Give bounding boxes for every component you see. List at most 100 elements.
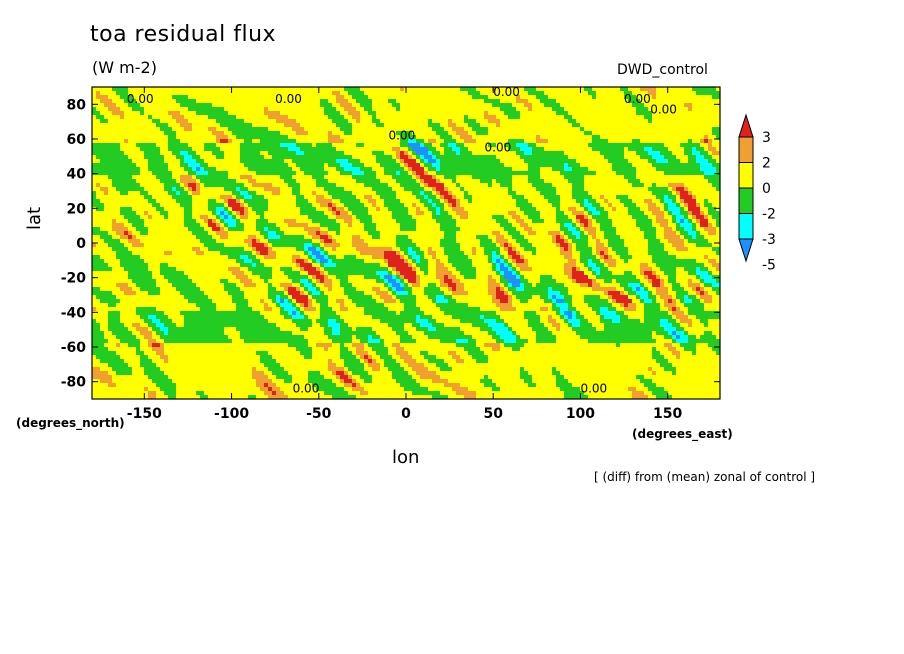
heatmap-cell xyxy=(212,191,217,196)
heatmap-cell xyxy=(108,135,113,140)
heatmap-cell xyxy=(224,187,229,192)
heatmap-cell xyxy=(516,107,521,112)
heatmap-cell xyxy=(464,135,469,140)
heatmap-cell xyxy=(368,99,373,104)
heatmap-cell xyxy=(224,175,229,180)
heatmap-cell xyxy=(488,95,493,100)
heatmap-cell xyxy=(112,151,117,156)
heatmap-cell xyxy=(564,163,569,168)
heatmap-cell xyxy=(372,119,377,124)
heatmap-cell xyxy=(472,159,477,164)
heatmap-cell xyxy=(648,191,653,196)
heatmap-cell xyxy=(648,183,653,188)
heatmap-cell xyxy=(672,143,677,148)
heatmap-cell xyxy=(340,187,345,192)
heatmap-cell xyxy=(160,187,165,192)
heatmap-cell xyxy=(168,127,173,132)
heatmap-cell xyxy=(408,107,413,112)
heatmap-cell xyxy=(152,99,157,104)
heatmap-cell xyxy=(548,151,553,156)
heatmap-cell xyxy=(712,87,717,92)
heatmap-cell xyxy=(408,203,413,208)
heatmap-cell xyxy=(316,171,321,176)
heatmap-cell xyxy=(440,187,445,192)
heatmap-cell xyxy=(348,179,353,184)
heatmap-cell xyxy=(248,103,253,108)
heatmap-cell xyxy=(340,95,345,100)
heatmap-cell xyxy=(460,211,465,216)
heatmap-cell xyxy=(464,195,469,200)
heatmap-cell xyxy=(572,187,577,192)
heatmap-cell xyxy=(504,163,509,168)
heatmap-cell xyxy=(256,123,261,128)
heatmap-cell xyxy=(92,95,97,100)
heatmap-cell xyxy=(372,99,377,104)
heatmap-cell xyxy=(524,171,529,176)
heatmap-cell xyxy=(212,143,217,148)
heatmap-cell xyxy=(612,143,617,148)
heatmap-cell xyxy=(232,123,237,128)
heatmap-cell xyxy=(692,155,697,160)
heatmap-cell xyxy=(488,199,493,204)
heatmap-cell xyxy=(564,123,569,128)
heatmap-cell xyxy=(124,95,129,100)
heatmap-cell xyxy=(392,107,397,112)
heatmap-cell xyxy=(180,139,185,144)
heatmap-cell xyxy=(196,175,201,180)
heatmap-cell xyxy=(528,183,533,188)
heatmap-cell xyxy=(444,139,449,144)
heatmap-cell xyxy=(224,163,229,168)
heatmap-cell xyxy=(696,147,701,152)
heatmap-cell xyxy=(372,151,377,156)
heatmap-cell xyxy=(100,187,105,192)
heatmap-cell xyxy=(612,179,617,184)
heatmap-cell xyxy=(496,151,501,156)
heatmap-cell xyxy=(648,115,653,120)
heatmap-cell xyxy=(288,199,293,204)
heatmap-cell xyxy=(452,87,457,92)
heatmap-cell xyxy=(108,183,113,188)
heatmap-cell xyxy=(696,99,701,104)
heatmap-cell xyxy=(532,183,537,188)
heatmap-cell xyxy=(492,95,497,100)
heatmap-cell xyxy=(668,131,673,136)
heatmap-cell xyxy=(396,203,401,208)
heatmap-cell xyxy=(552,211,557,216)
heatmap-cell xyxy=(640,115,645,120)
heatmap-cell xyxy=(608,87,613,92)
heatmap-cell xyxy=(256,175,261,180)
heatmap-cell xyxy=(648,139,653,144)
heatmap-cell xyxy=(568,211,573,216)
heatmap-cell xyxy=(204,111,209,116)
heatmap-cell xyxy=(636,131,641,136)
heatmap-cell xyxy=(212,167,217,172)
heatmap-cell xyxy=(216,195,221,200)
heatmap-cell xyxy=(244,107,249,112)
heatmap-cell xyxy=(172,167,177,172)
heatmap-cell xyxy=(228,95,233,100)
heatmap-cell xyxy=(112,107,117,112)
heatmap-cell xyxy=(248,127,253,132)
heatmap-cell xyxy=(580,183,585,188)
heatmap-cell xyxy=(688,159,693,164)
heatmap-cell xyxy=(148,195,153,200)
heatmap-cell xyxy=(708,115,713,120)
heatmap-cell xyxy=(216,199,221,204)
heatmap-cell xyxy=(324,139,329,144)
heatmap-cell xyxy=(192,163,197,168)
heatmap-cell xyxy=(260,163,265,168)
heatmap-cell xyxy=(104,211,109,216)
heatmap-cell xyxy=(216,91,221,96)
heatmap-cell xyxy=(392,111,397,116)
heatmap-cell xyxy=(600,171,605,176)
heatmap-cell xyxy=(644,123,649,128)
heatmap-cell xyxy=(268,139,273,144)
heatmap-cell xyxy=(680,163,685,168)
heatmap-cell xyxy=(192,175,197,180)
heatmap-cell xyxy=(276,111,281,116)
heatmap-cell xyxy=(276,139,281,144)
heatmap-cell xyxy=(620,187,625,192)
heatmap-cell xyxy=(624,199,629,204)
heatmap-cell xyxy=(212,171,217,176)
heatmap-cell xyxy=(180,143,185,148)
